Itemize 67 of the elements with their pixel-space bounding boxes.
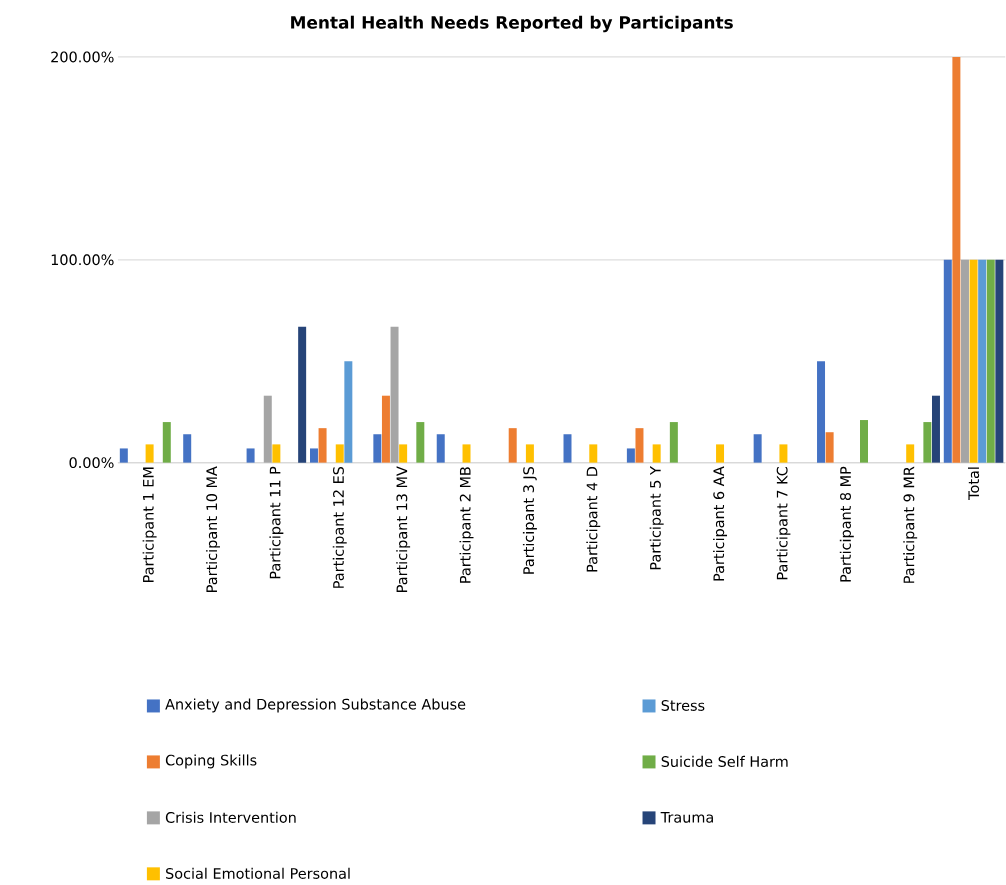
- bar: [952, 56, 961, 463]
- bar: [589, 444, 598, 463]
- bar: [960, 259, 969, 463]
- x-tick-label: Participant 9 MR: [903, 466, 918, 583]
- x-tick-label: Participant 1 EM: [142, 467, 157, 582]
- legend-label: Stress: [661, 699, 705, 711]
- bar: [246, 448, 255, 463]
- bar: [416, 421, 425, 463]
- x-tick-label: Participant 5 Y: [649, 465, 664, 570]
- bar: [779, 444, 788, 463]
- bar: [652, 444, 661, 463]
- bar: [318, 428, 327, 463]
- bar: [390, 326, 399, 463]
- y-tick-label: 100.00%: [51, 254, 114, 266]
- bar: [978, 259, 987, 463]
- bar: [335, 444, 344, 463]
- bar: [162, 421, 171, 463]
- bar: [436, 434, 445, 463]
- bar: [344, 361, 353, 463]
- x-tick-label: Participant 3 JS: [522, 466, 537, 574]
- x-tick-label: Participant 4 D: [586, 466, 601, 572]
- bar: [859, 419, 868, 463]
- bar: [272, 444, 281, 463]
- bar: [943, 259, 952, 463]
- x-tick-label: Participant 7 KC: [776, 466, 791, 579]
- bar: [309, 448, 318, 463]
- legend-label: Crisis Intervention: [165, 811, 296, 823]
- bar: [298, 326, 307, 463]
- x-tick-label: Participant 12 ES: [332, 466, 347, 588]
- bar: [906, 444, 915, 463]
- x-tick-label: Total: [967, 467, 980, 500]
- x-tick-label: Participant 11 P: [269, 466, 284, 579]
- bar: [145, 444, 154, 463]
- legend-label: Trauma: [660, 811, 713, 823]
- legend-label: Social Emotional Personal: [166, 867, 350, 879]
- x-tick-label: Participant 8 MP: [839, 466, 854, 582]
- bar: [669, 421, 678, 463]
- legend-label: Suicide Self Harm: [661, 755, 788, 767]
- bar: [626, 448, 635, 463]
- bar: [931, 395, 940, 463]
- bar: [716, 444, 725, 463]
- chart-title: Mental Health Needs Reported by Participants: [291, 15, 733, 33]
- bar: [635, 428, 644, 463]
- bar: [399, 444, 408, 463]
- y-tick-label: 200.00%: [51, 51, 114, 63]
- bar: [969, 259, 978, 463]
- bar: [753, 434, 762, 463]
- bar: [263, 395, 272, 463]
- bar: [986, 259, 995, 463]
- legend-label: Anxiety and Depression Substance Abuse: [165, 698, 466, 713]
- bar: [525, 444, 534, 463]
- bar: [817, 361, 826, 463]
- legend-label: Coping Skills: [165, 754, 257, 769]
- x-tick-label: Participant 2 MB: [459, 467, 474, 583]
- bar: [508, 428, 517, 463]
- bar: [119, 448, 128, 463]
- bar: [381, 395, 390, 463]
- x-tick-label: Participant 13 MV: [396, 466, 411, 592]
- bar: [373, 434, 382, 463]
- x-tick-label: Participant 6 AA: [713, 466, 728, 581]
- y-tick-label: 0.00%: [69, 457, 114, 468]
- x-tick-label: Participant 10 MA: [205, 466, 220, 592]
- bar: [462, 444, 471, 463]
- bar: [183, 434, 192, 463]
- bar: [995, 259, 1004, 463]
- bar: [923, 421, 932, 463]
- bar: [825, 432, 834, 463]
